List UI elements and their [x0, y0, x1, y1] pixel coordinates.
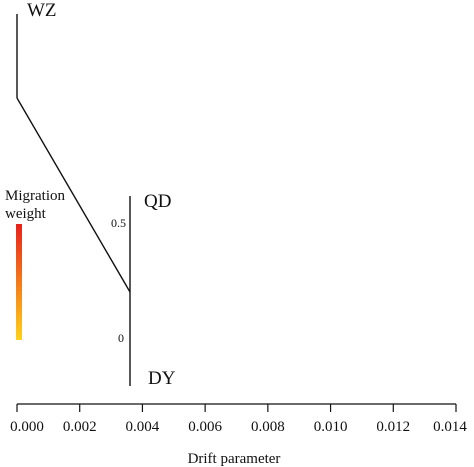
x-axis-tick-marks	[16, 404, 457, 412]
x-tick-label: 0.014	[433, 419, 467, 435]
legend-title-line1: Migration	[5, 188, 65, 204]
x-tick-label: 0.006	[188, 419, 222, 435]
x-tick-label: 0.012	[376, 419, 410, 435]
x-axis: 0.000 0.002 0.004 0.006 0.008 0.010 0.012 0.014…	[10, 403, 467, 467]
branch-root-to-node	[16, 97, 131, 293]
x-axis-title: Drift parameter	[188, 451, 281, 467]
x-tick-label: 0.000	[10, 419, 44, 435]
x-tick-label: 0.010	[314, 419, 348, 435]
legend-tick-high: 0.5	[111, 216, 126, 230]
tip-label-wz: WZ	[27, 0, 57, 21]
x-tick-label: 0.004	[126, 419, 160, 435]
x-axis-tick-labels: 0.000 0.002 0.004 0.006 0.008 0.010 0.012 0.014	[10, 419, 467, 435]
tip-label-qd: QD	[144, 191, 171, 212]
tip-label-dy: DY	[148, 368, 176, 389]
legend-tick-low: 0	[118, 331, 124, 345]
tree-branches	[16, 14, 131, 386]
x-tick-label: 0.002	[63, 419, 97, 435]
x-tick-label: 0.008	[251, 419, 285, 435]
legend-color-bar	[16, 224, 22, 340]
legend-title-line2: weight	[5, 206, 47, 222]
migration-legend: Migration weight 0.5 0	[5, 188, 126, 345]
